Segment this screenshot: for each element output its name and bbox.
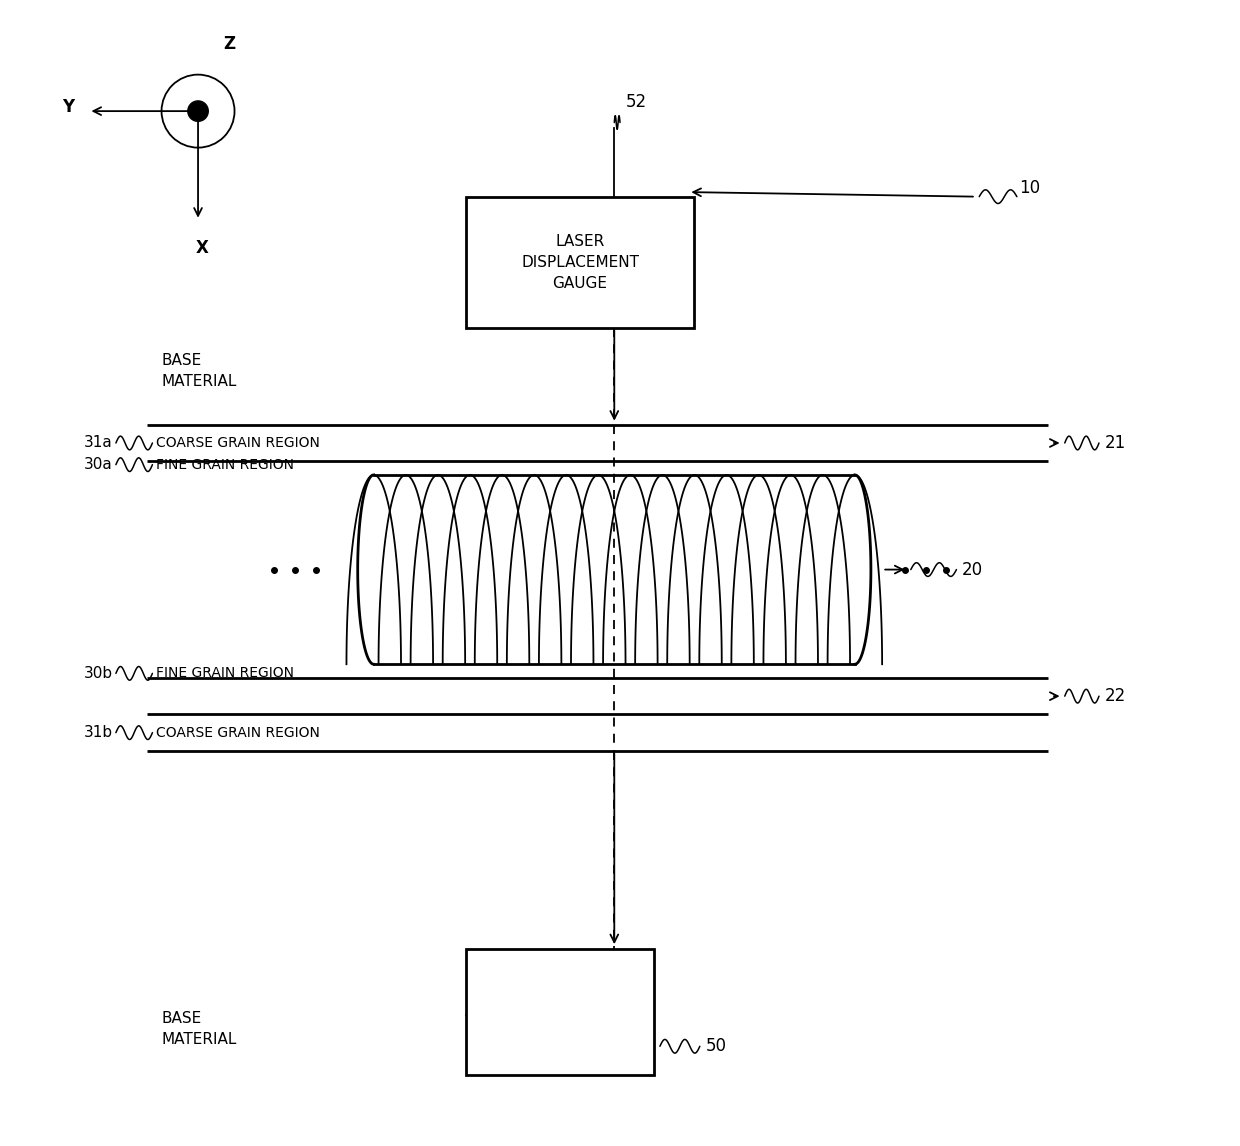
Text: COARSE GRAIN REGION: COARSE GRAIN REGION (156, 435, 320, 450)
Text: 31b: 31b (83, 725, 113, 740)
FancyBboxPatch shape (466, 197, 694, 328)
Text: 22: 22 (1105, 688, 1126, 705)
Text: FINE GRAIN REGION: FINE GRAIN REGION (156, 666, 294, 681)
Text: 21: 21 (1105, 434, 1126, 452)
Text: 10: 10 (1019, 179, 1040, 196)
Text: 30b: 30b (83, 666, 113, 681)
Text: Z: Z (223, 34, 236, 53)
Text: FINE GRAIN REGION: FINE GRAIN REGION (156, 457, 294, 472)
Text: BASE
MATERIAL: BASE MATERIAL (161, 1011, 237, 1047)
Text: 52: 52 (626, 93, 647, 111)
Text: BASE
MATERIAL: BASE MATERIAL (161, 353, 237, 390)
Text: 50: 50 (706, 1037, 727, 1055)
Text: COARSE GRAIN REGION: COARSE GRAIN REGION (156, 725, 320, 739)
Circle shape (187, 101, 208, 121)
Text: X: X (196, 238, 210, 257)
Text: Y: Y (62, 97, 74, 116)
Text: LASER
DISPLACEMENT
GAUGE: LASER DISPLACEMENT GAUGE (521, 234, 639, 291)
FancyBboxPatch shape (466, 949, 655, 1075)
Text: 30a: 30a (84, 457, 113, 472)
Text: 31a: 31a (84, 435, 113, 450)
Text: 20: 20 (962, 560, 983, 579)
